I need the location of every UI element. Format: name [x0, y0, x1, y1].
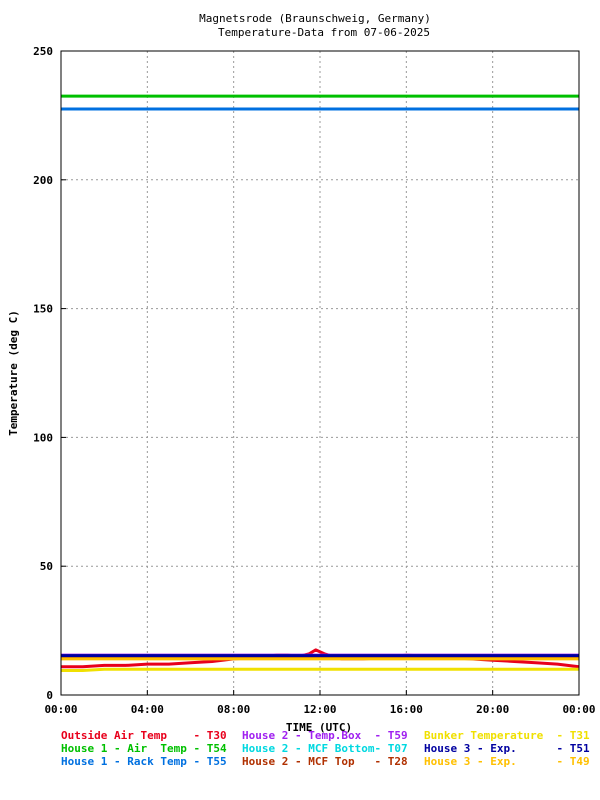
legend-entry-6: House 2 - MCF Top - T28: [242, 755, 408, 768]
legend-entry-7: Bunker Temperature - T31: [424, 729, 590, 742]
chart-subtitle: Temperature-Data from 07-06-2025: [218, 26, 430, 39]
y-tick-label: 0: [46, 689, 53, 702]
legend-entry-3: House 1 - Rack Temp - T55: [61, 755, 227, 768]
y-tick-label: 100: [33, 431, 53, 444]
legend-entry-2: House 1 - Air Temp - T54: [61, 742, 227, 755]
x-tick-label: 16:00: [390, 703, 423, 716]
series-lines: [61, 94, 580, 672]
legend-entry-9: House 3 - Exp. - T49: [424, 755, 590, 768]
axis-ticks: 00:00 04:00 08:00 12:00 16:00 20:00 00:0005010…: [33, 45, 595, 716]
x-tick-label: 00:00: [562, 703, 595, 716]
x-tick-label: 04:00: [131, 703, 164, 716]
y-tick-label: 50: [40, 560, 53, 573]
legend-entry-1: Outside Air Temp - T30: [61, 729, 227, 742]
y-tick-label: 250: [33, 45, 53, 58]
y-axis-label: Temperature (deg C): [7, 310, 20, 436]
chart-title: Magnetsrode (Braunschweig, Germany): [199, 12, 431, 25]
x-tick-label: 20:00: [476, 703, 509, 716]
x-tick-label: 08:00: [217, 703, 250, 716]
x-axis-label: TIME (UTC): [286, 721, 352, 734]
x-tick-label: 12:00: [303, 703, 336, 716]
series-line-7: [61, 667, 579, 672]
grid-lines: [61, 51, 579, 695]
legend-entry-4: House 2 - Temp.Box - T59: [242, 729, 408, 742]
legend-entry-5: House 2 - MCF Bottom- T07: [242, 742, 408, 755]
y-tick-label: 150: [33, 303, 53, 316]
legend-entry-8: House 3 - Exp. - T51: [424, 742, 590, 755]
y-tick-label: 200: [33, 174, 53, 187]
x-tick-label: 00:00: [44, 703, 77, 716]
